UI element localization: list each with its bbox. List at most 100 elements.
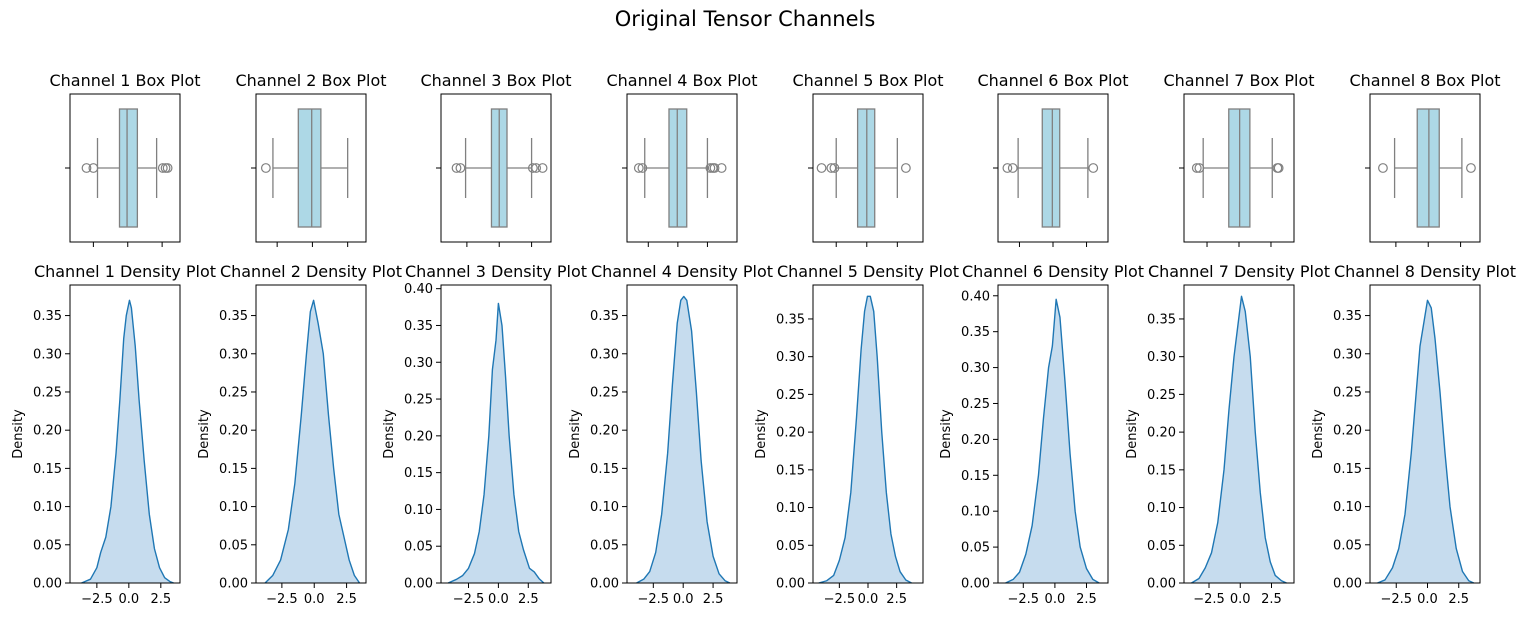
outlier-point — [81, 163, 92, 173]
y-tick-label: 0.10 — [1147, 501, 1176, 516]
y-tick-label: 0.00 — [590, 577, 619, 592]
outlier-point — [1378, 163, 1388, 173]
y-tick-label: 0.10 — [404, 503, 433, 518]
y-tick-label: 0.00 — [776, 577, 805, 592]
y-tick-label: 0.20 — [1147, 426, 1176, 441]
y-tick-label: 0.15 — [404, 466, 433, 481]
outlier-point — [537, 163, 548, 173]
y-axis-label: Density — [1311, 409, 1326, 459]
y-tick-label: 0.10 — [776, 501, 805, 516]
density-area — [81, 300, 174, 583]
box-plot-title: Channel 5 Box Plot — [792, 71, 943, 90]
box-panel-channel-7: Channel 7 Box Plot — [1163, 71, 1315, 247]
y-tick-label: 0.10 — [1333, 500, 1362, 515]
y-tick-label: 0.35 — [404, 319, 433, 334]
axes-frame — [997, 284, 1109, 584]
outlier-point — [1194, 163, 1205, 173]
box-plot-title: Channel 4 Box Plot — [606, 71, 757, 90]
y-tick-label: 0.15 — [961, 469, 990, 484]
density-area — [1377, 300, 1474, 583]
density-panel-channel-1: Channel 1 Density Plot 0.00 0.05 0.10 0.15 0.… — [11, 262, 216, 607]
axes-frame — [255, 93, 367, 243]
y-tick-label: 0.05 — [1147, 539, 1176, 554]
outlier-point — [637, 163, 648, 173]
axes-frame — [440, 284, 552, 584]
y-tick-label: 0.25 — [404, 393, 433, 408]
x-tick-label: −2.5 — [1193, 592, 1225, 607]
y-axis-label: Density — [1125, 409, 1140, 459]
x-tick-label: 2.5 — [1076, 592, 1097, 607]
density-plot-title: Channel 1 Density Plot — [34, 262, 216, 281]
outlier-point — [1088, 163, 1099, 173]
axes-frame — [812, 284, 924, 584]
density-area — [448, 303, 544, 583]
outlier-point — [716, 163, 727, 173]
x-tick-label: 0.0 — [858, 592, 879, 607]
y-tick-label: 0.35 — [33, 309, 62, 324]
box-iqr — [118, 108, 139, 228]
x-tick-label: 0.0 — [1417, 592, 1438, 607]
y-tick-label: 0.20 — [776, 426, 805, 441]
y-tick-label: 0.05 — [219, 538, 248, 553]
box-panel-channel-6: Channel 6 Box Plot — [977, 71, 1129, 247]
outlier-point — [829, 163, 840, 173]
y-tick-label: 0.00 — [1333, 577, 1362, 592]
box-panel-channel-4: Channel 4 Box Plot — [606, 71, 758, 247]
y-tick-label: 0.05 — [404, 540, 433, 555]
y-tick-label: 0.35 — [219, 309, 248, 324]
box-iqr — [297, 108, 322, 228]
y-tick-label: 0.05 — [590, 538, 619, 553]
y-tick-label: 0.35 — [961, 325, 990, 340]
box-plot-title: Channel 7 Box Plot — [1163, 71, 1314, 90]
y-tick-label: 0.15 — [33, 462, 62, 477]
outlier-point — [531, 163, 542, 173]
y-tick-label: 0.35 — [776, 312, 805, 327]
y-tick-label: 0.30 — [1147, 350, 1176, 365]
y-tick-label: 0.20 — [590, 424, 619, 439]
y-tick-label: 0.35 — [1333, 309, 1362, 324]
x-tick-label: 2.5 — [1261, 592, 1282, 607]
density-curve — [818, 295, 912, 584]
x-tick-label: 2.5 — [518, 592, 539, 607]
y-tick-label: 0.15 — [776, 463, 805, 478]
outlier-point — [162, 163, 173, 173]
y-tick-label: 0.20 — [961, 433, 990, 448]
axes-frame — [1369, 284, 1481, 584]
density-panel-channel-4: Channel 4 Density Plot 0.00 0.05 0.10 0.15 0.… — [568, 262, 773, 607]
y-tick-label: 0.05 — [33, 538, 62, 553]
y-tick-label: 0.30 — [219, 347, 248, 362]
x-tick-label: 0.0 — [488, 592, 509, 607]
y-tick-label: 0.10 — [33, 500, 62, 515]
density-plot-title: Channel 2 Density Plot — [220, 262, 402, 281]
axes-frame — [440, 93, 552, 243]
axes-frame — [69, 93, 181, 243]
density-plot-title: Channel 8 Density Plot — [1334, 262, 1516, 281]
density-area — [1191, 296, 1287, 583]
density-curve — [636, 295, 731, 584]
density-curve — [81, 299, 174, 584]
density-panel-channel-3: Channel 3 Density Plot 0.00 0.05 0.10 0.15 0.… — [382, 262, 587, 607]
y-tick-label: 0.00 — [33, 577, 62, 592]
outlier-point — [1466, 163, 1476, 173]
y-tick-label: 0.25 — [219, 385, 248, 400]
x-tick-label: 2.5 — [886, 592, 907, 607]
outlier-point — [1002, 163, 1013, 173]
outlier-point — [826, 163, 837, 173]
y-axis-label: Density — [939, 409, 954, 459]
y-tick-label: 0.40 — [961, 289, 990, 304]
box-plot-title: Channel 2 Box Plot — [235, 71, 386, 90]
y-axis-label: Density — [11, 409, 26, 459]
x-tick-label: 0.0 — [304, 592, 325, 607]
outlier-point — [705, 163, 716, 173]
axes-frame — [255, 284, 367, 584]
y-tick-label: 0.30 — [961, 361, 990, 376]
density-plot-title: Channel 6 Density Plot — [962, 262, 1144, 281]
y-tick-label: 0.30 — [590, 347, 619, 362]
density-curve — [447, 302, 545, 584]
density-plot-title: Channel 5 Density Plot — [777, 262, 959, 281]
box-plot-title: Channel 1 Box Plot — [49, 71, 200, 90]
y-tick-label: 0.20 — [33, 424, 62, 439]
y-tick-label: 0.20 — [404, 429, 433, 444]
